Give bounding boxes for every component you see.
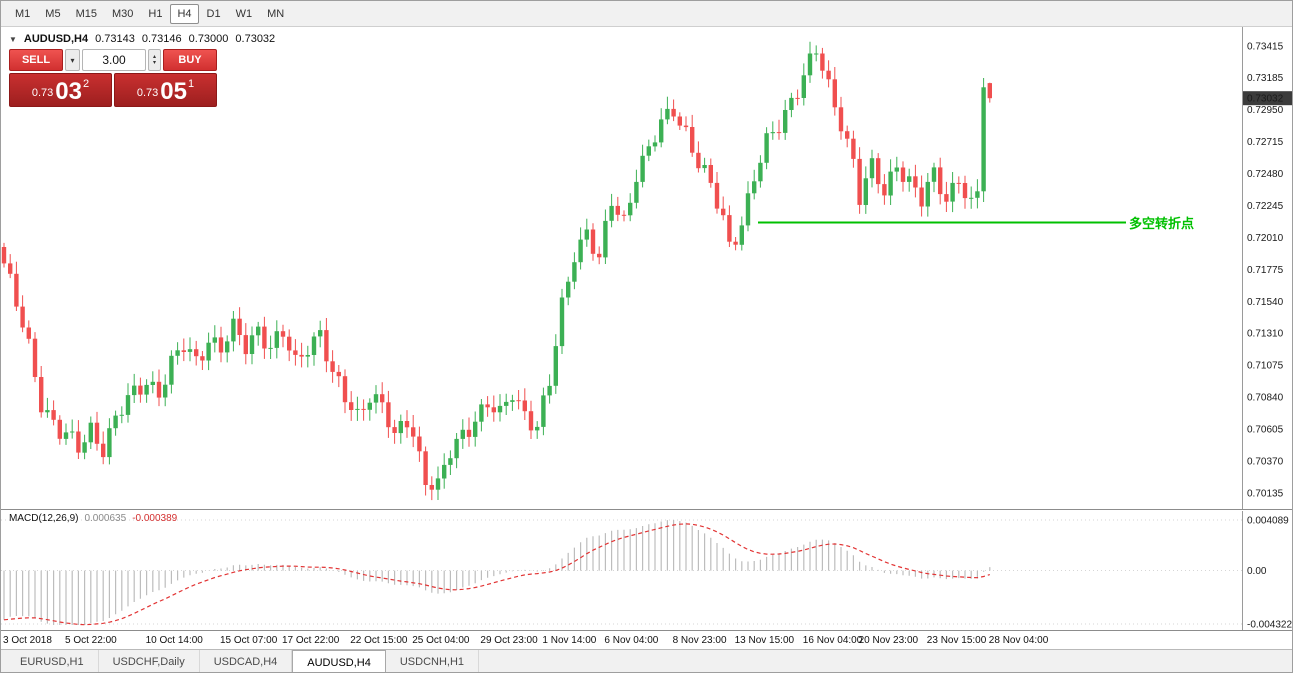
timeframe-button-h4[interactable]: H4 [170,3,199,24]
one-click-trade-panel: SELL ▾ 3.00 ▴ ▾ BUY 0.73 03 2 0.73 05 1 [9,49,217,107]
time-label[interactable]: 16 Nov 04:00 [802,635,863,646]
buy-price-display[interactable]: 0.73 05 1 [114,73,217,107]
timeframe-button-m30[interactable]: M30 [111,7,134,20]
macd-histogram [3,520,991,625]
spin-down-icon[interactable]: ▾ [152,60,156,66]
buy-price-big: 05 [160,78,187,105]
chart-title: ▼ AUDUSD,H4 0.73143 0.73146 0.73000 0.73… [9,33,275,45]
time-label[interactable]: 3 Oct 2018 [3,635,52,646]
macd-grid [1,519,1242,625]
lot-size-input[interactable]: 3.00 [82,49,146,71]
buy-price-sup: 1 [188,78,195,90]
chart-tab-audusd-h4[interactable]: AUDUSD,H4 [292,650,386,672]
current-price-badge: 0.73032 [1247,94,1284,105]
macd-signal-line [3,523,990,626]
timeframe-button-m15[interactable]: M15 [75,7,97,20]
price-tick: 0.71075 [1247,360,1284,371]
chart-tabs: EURUSD,H1 USDCHF,Daily USDCAD,H4 AUDUSD,H4 U… [1,649,1292,672]
chart-region[interactable]: 0.73415 0.73185 0.72950 0.72715 0.72480 0.722… [1,27,1293,509]
price-tick: 0.72245 [1247,201,1284,212]
time-label[interactable]: 13 Nov 15:00 [734,635,795,646]
timeframe-button-m1[interactable]: M1 [15,7,31,20]
price-tick: 0.71775 [1247,265,1284,276]
price-tick: 0.72480 [1247,169,1284,180]
time-label[interactable]: 17 Oct 22:00 [282,635,340,646]
lot-spinner[interactable]: ▴ ▾ [148,49,161,71]
spin-up-icon[interactable]: ▴ [152,54,156,60]
timeframe-button-mn[interactable]: MN [267,7,285,20]
macd-axis-tick: 0.00 [1247,566,1267,577]
time-label[interactable]: 15 Oct 07:00 [220,635,278,646]
macd-header: MACD(12,26,9) 0.000635 -0.000389 [9,513,177,524]
sell-price-big: 03 [55,78,82,105]
time-label[interactable]: 1 Nov 14:00 [542,635,597,646]
sell-price-sup: 2 [83,78,90,90]
buy-price-main: 0.73 [136,87,159,99]
timeframe-button-w1[interactable]: W1 [235,7,253,20]
time-label[interactable]: 25 Oct 04:00 [412,635,470,646]
chart-symbol-label: AUDUSD,H4 [23,33,89,45]
timeframe-button-d1[interactable]: D1 [206,7,221,20]
chart-tab-usdcnh-h1[interactable]: USDCNH,H1 [386,650,480,672]
price-tick: 0.73185 [1247,73,1284,84]
time-label[interactable]: 6 Nov 04:00 [604,635,659,646]
ohlc-high: 0.73146 [141,33,182,45]
chart-tab-usdchf-daily[interactable]: USDCHF,Daily [99,650,200,672]
ohlc-low: 0.73000 [188,33,229,45]
price-tick: 0.70135 [1247,489,1284,500]
buy-button[interactable]: BUY [163,49,217,71]
price-axis[interactable]: 0.73415 0.73185 0.72950 0.72715 0.72480 0.722… [1242,27,1293,509]
time-axis[interactable]: 3 Oct 2018 5 Oct 22:00 10 Oct 14:00 15 Oct … [1,630,1292,649]
time-label[interactable]: 8 Nov 23:00 [672,635,727,646]
macd-axis-tick: -0.004322 [1247,620,1292,631]
time-label[interactable]: 28 Nov 04:00 [988,635,1049,646]
candlestick-series [1,41,992,501]
timeframe-button-h1[interactable]: H1 [148,7,163,20]
lot-dropdown-icon[interactable]: ▾ [65,49,80,71]
timeframe-button-m5[interactable]: M5 [45,7,61,20]
ohlc-open: 0.73143 [95,33,135,45]
price-tick: 0.70370 [1247,457,1284,468]
trade-panel-collapse-icon[interactable]: ▼ [9,34,17,44]
price-tick: 0.72715 [1247,137,1284,148]
time-label[interactable]: 10 Oct 14:00 [145,635,203,646]
macd-axis-tick: 0.004089 [1247,516,1289,527]
price-tick: 0.73415 [1247,42,1284,53]
time-label[interactable]: 22 Oct 15:00 [350,635,408,646]
macd-indicator-label: MACD(12,26,9) [9,513,79,524]
timeframe-toolbar: M1 M5 M15 M30 H1 H4 D1 W1 MN [1,1,1292,27]
macd-chart-svg: 0.004089 0.00 -0.004322 [1,511,1292,631]
time-label[interactable]: 29 Oct 23:00 [480,635,538,646]
macd-signal-value: -0.000389 [132,513,178,524]
sell-button[interactable]: SELL [9,49,63,71]
support-line-label[interactable]: 多空转折点 [1129,216,1195,232]
sell-price-main: 0.73 [31,87,54,99]
chart-tab-usdcad-h4[interactable]: USDCAD,H4 [200,650,293,672]
price-tick: 0.71310 [1247,328,1284,339]
time-label[interactable]: 23 Nov 15:00 [926,635,987,646]
price-tick: 0.72950 [1247,105,1284,116]
price-chart-svg[interactable]: 0.73415 0.73185 0.72950 0.72715 0.72480 0.722… [1,27,1293,509]
macd-axis: 0.004089 0.00 -0.004322 [1242,511,1292,631]
price-tick: 0.72010 [1247,233,1284,244]
price-tick: 0.71540 [1247,297,1284,308]
macd-main-value: 0.000635 [84,513,127,524]
price-tick: 0.70840 [1247,392,1284,403]
ohlc-close: 0.73032 [235,33,276,45]
time-label[interactable]: 20 Nov 23:00 [858,635,919,646]
time-label[interactable]: 5 Oct 22:00 [65,635,117,646]
chart-tab-eurusd-h1[interactable]: EURUSD,H1 [6,650,99,672]
macd-panel[interactable]: 0.004089 0.00 -0.004322 MACD(12,26,9) 0.00… [1,509,1292,631]
sell-price-display[interactable]: 0.73 03 2 [9,73,112,107]
price-tick: 0.70605 [1247,424,1284,435]
